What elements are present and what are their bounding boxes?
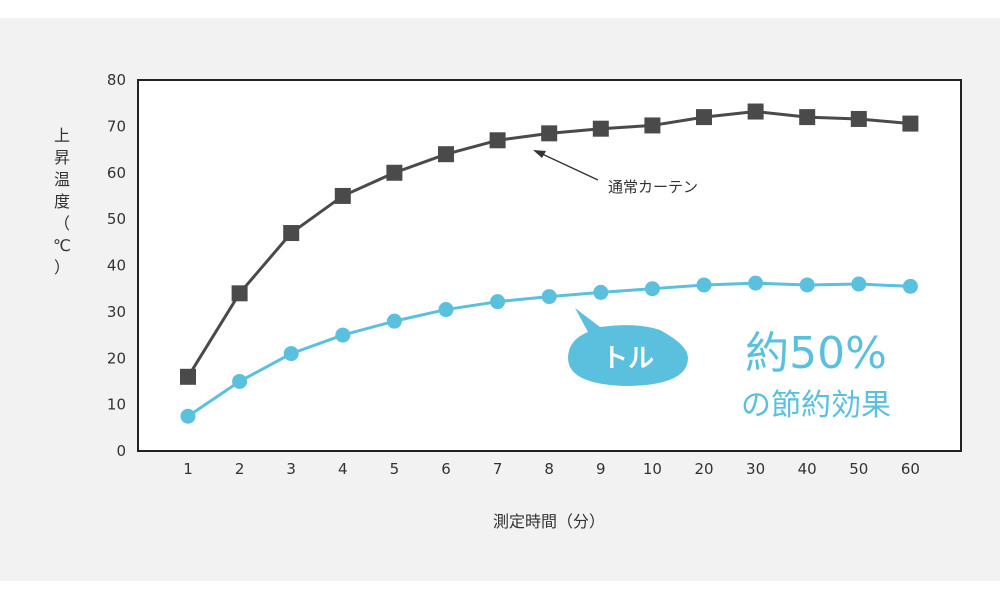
plot-area xyxy=(137,79,962,452)
savings-caption: の節約効果 xyxy=(741,388,891,423)
series-label-toru: トル xyxy=(602,344,654,374)
annotation-arrow-head xyxy=(533,150,546,158)
y-tick-label: 80 xyxy=(107,71,126,89)
y-tick-label: 20 xyxy=(107,349,126,367)
data-point-circle xyxy=(696,277,712,293)
data-point-square xyxy=(231,285,248,302)
x-tick-labels: 1 2 3 4 5 6 7 8 9 10 20 30 40 50 60 xyxy=(183,460,920,478)
x-axis-title: 測定時間（分） xyxy=(493,512,605,531)
data-point-square xyxy=(799,109,816,126)
data-point-square xyxy=(541,125,558,142)
x-tick-label: 40 xyxy=(798,460,817,478)
data-point-circle xyxy=(490,294,506,310)
x-tick-label: 2 xyxy=(235,460,245,478)
x-tick-label: 50 xyxy=(849,460,868,478)
y-tick-label: 70 xyxy=(107,117,126,135)
x-tick-label: 7 xyxy=(493,460,503,478)
x-tick-label: 10 xyxy=(643,460,662,478)
data-point-square xyxy=(592,120,609,137)
y-tick-label: 50 xyxy=(107,210,126,228)
data-point-square xyxy=(334,187,351,204)
y-axis-title: 上昇温度（℃） xyxy=(53,126,71,277)
data-point-square xyxy=(180,368,196,385)
data-point-circle xyxy=(232,373,248,389)
y-tick-labels: 0 10 20 30 40 50 60 70 80 xyxy=(107,71,126,460)
y-tick-label: 30 xyxy=(107,303,126,321)
savings-percentage: 約50% xyxy=(745,328,887,379)
series-label-bubble xyxy=(568,308,688,386)
series-label-regular-curtain: 通常カーテン xyxy=(608,178,698,196)
data-point-square xyxy=(850,110,867,127)
y-tick-label: 0 xyxy=(116,442,126,460)
y-tick-label: 40 xyxy=(107,257,126,275)
x-tick-label: 4 xyxy=(338,460,348,478)
x-tick-label: 9 xyxy=(596,460,606,478)
data-point-circle xyxy=(180,408,196,424)
x-tick-label: 20 xyxy=(694,460,713,478)
data-point-circle xyxy=(541,289,557,305)
data-point-square xyxy=(747,103,764,120)
data-point-circle xyxy=(799,277,815,293)
data-point-circle xyxy=(593,284,609,300)
x-tick-label: 6 xyxy=(441,460,451,478)
data-point-square xyxy=(902,115,919,132)
data-point-square xyxy=(438,146,454,163)
annotation-arrow xyxy=(539,152,599,181)
y-tick-label: 60 xyxy=(107,164,126,182)
data-point-circle xyxy=(644,281,660,297)
data-point-circle xyxy=(283,346,299,362)
x-tick-label: 8 xyxy=(544,460,554,478)
x-tick-label: 1 xyxy=(183,460,193,478)
data-point-circle xyxy=(902,278,918,294)
data-point-square xyxy=(489,132,506,149)
data-point-square xyxy=(283,225,300,242)
data-point-circle xyxy=(335,327,351,343)
data-point-circle xyxy=(851,276,867,292)
x-tick-label: 30 xyxy=(746,460,765,478)
data-point-square xyxy=(644,117,661,134)
series-markers xyxy=(180,103,919,424)
y-tick-label: 10 xyxy=(107,396,126,414)
data-point-square xyxy=(696,109,712,126)
data-point-circle xyxy=(438,302,454,318)
data-point-circle xyxy=(748,275,764,291)
data-point-circle xyxy=(386,313,402,329)
x-tick-label: 60 xyxy=(901,460,920,478)
x-tick-label: 3 xyxy=(286,460,296,478)
data-point-square xyxy=(386,164,403,181)
x-tick-label: 5 xyxy=(390,460,400,478)
